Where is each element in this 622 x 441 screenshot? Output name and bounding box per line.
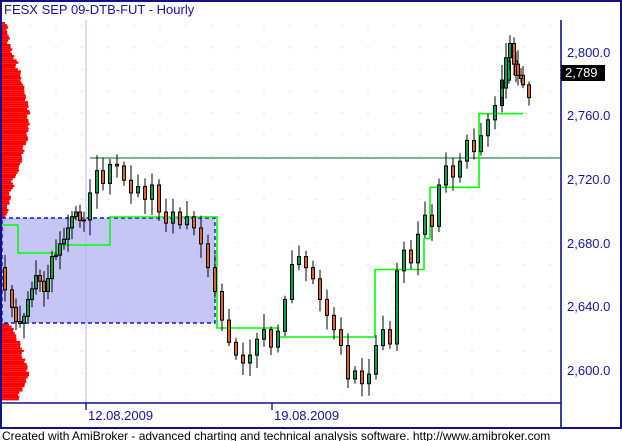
svg-text:2,720.0: 2,720.0 xyxy=(567,172,610,187)
svg-text:2,800.0: 2,800.0 xyxy=(567,45,610,60)
svg-text:2,600.0: 2,600.0 xyxy=(567,363,610,378)
svg-text:19.08.2009: 19.08.2009 xyxy=(274,408,339,423)
svg-text:2,640.0: 2,640.0 xyxy=(567,299,610,314)
svg-text:2,789: 2,789 xyxy=(565,65,598,80)
svg-text:2,760.0: 2,760.0 xyxy=(567,108,610,123)
svg-text:12.08.2009: 12.08.2009 xyxy=(88,408,153,423)
svg-text:2,680.0: 2,680.0 xyxy=(567,236,610,251)
